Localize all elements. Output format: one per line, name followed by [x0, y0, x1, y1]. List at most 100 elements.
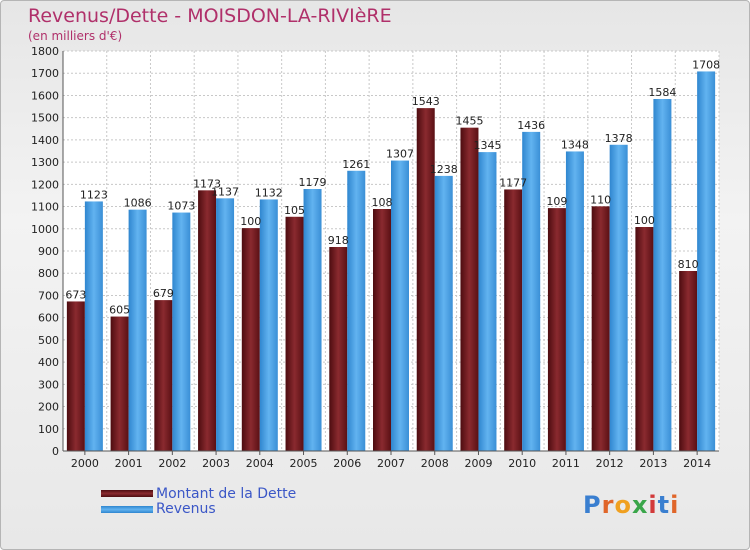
data-label-debt: 109	[546, 195, 567, 208]
bar-revenue-2014	[697, 71, 716, 451]
data-label-debt: 110	[590, 193, 611, 206]
y-tick-label: 1800	[31, 45, 59, 58]
bar-revenue-2010	[522, 131, 541, 451]
bar-revenue-2009	[478, 152, 497, 451]
x-tick-label: 2006	[333, 457, 361, 470]
data-label-revenue: 1348	[561, 138, 589, 151]
data-label-debt: 673	[65, 288, 86, 301]
data-label-debt: 1543	[412, 95, 440, 108]
data-label-debt: 1455	[455, 115, 483, 128]
y-tick-label: 200	[38, 401, 59, 414]
data-label-revenue: 1378	[605, 132, 633, 145]
x-tick-label: 2003	[202, 457, 230, 470]
bar-debt-2001	[110, 316, 129, 451]
bar-debt-2000	[66, 301, 85, 451]
data-label-revenue: 1137	[211, 185, 239, 198]
proxiti-logo: Proxiti	[583, 491, 680, 519]
y-tick-label: 1500	[31, 112, 59, 125]
bar-debt-2006	[329, 247, 348, 451]
y-tick-label: 0	[52, 445, 59, 458]
data-label-revenue: 1436	[517, 119, 545, 132]
legend-swatch-revenue	[101, 506, 153, 513]
bar-debt-2013	[635, 227, 654, 451]
data-label-debt: 918	[328, 234, 349, 247]
x-tick-label: 2014	[683, 457, 711, 470]
x-tick-label: 2005	[290, 457, 318, 470]
data-label-debt: 679	[153, 287, 174, 300]
y-tick-label: 1400	[31, 134, 59, 147]
legend-swatch-debt	[101, 490, 153, 497]
data-label-revenue: 1708	[692, 58, 720, 71]
data-label-revenue: 1132	[255, 186, 283, 199]
data-label-revenue: 1073	[167, 200, 195, 213]
data-label-revenue: 1307	[386, 148, 414, 161]
data-label-debt: 1177	[499, 176, 527, 189]
bar-debt-2012	[591, 206, 610, 451]
bar-debt-2014	[679, 271, 698, 451]
data-label-revenue: 1584	[648, 86, 676, 99]
data-label-revenue: 1261	[342, 158, 370, 171]
bar-revenue-2011	[565, 151, 584, 451]
bar-revenue-2003	[216, 198, 235, 451]
bar-debt-2008	[416, 108, 435, 451]
bar-debt-2002	[154, 300, 173, 451]
bar-revenue-2001	[128, 209, 147, 451]
y-tick-label: 1200	[31, 178, 59, 191]
data-label-revenue: 1123	[80, 188, 108, 201]
bar-debt-2010	[504, 189, 523, 451]
bar-revenue-2008	[434, 175, 453, 451]
chart-title: Revenus/Dette - MOISDON-LA-RIVIèRE	[28, 5, 392, 27]
data-label-debt: 810	[678, 258, 699, 271]
data-label-debt: 100	[240, 215, 261, 228]
data-label-debt: 1173	[193, 177, 221, 190]
data-label-revenue: 1238	[430, 163, 458, 176]
data-label-debt: 605	[109, 304, 130, 317]
bar-revenue-2007	[391, 160, 409, 452]
data-label-debt: 105	[284, 204, 305, 217]
bar-revenue-2013	[653, 99, 672, 451]
y-tick-label: 1600	[31, 89, 59, 102]
bar-debt-2007	[373, 209, 391, 451]
y-tick-label: 100	[38, 423, 59, 436]
data-label-revenue: 1179	[299, 176, 327, 189]
bar-revenue-2000	[84, 201, 103, 451]
data-label-debt: 108	[372, 196, 393, 209]
y-tick-label: 900	[38, 245, 59, 258]
bar-debt-2009	[460, 127, 479, 452]
bar-revenue-2005	[303, 189, 322, 451]
x-tick-label: 2002	[158, 457, 186, 470]
y-tick-label: 800	[38, 267, 59, 280]
x-tick-label: 2008	[421, 457, 449, 470]
bar-revenue-2006	[347, 170, 366, 451]
y-tick-label: 1300	[31, 156, 59, 169]
data-label-revenue: 1345	[473, 139, 501, 152]
bar-revenue-2002	[172, 212, 191, 451]
data-label-debt: 100	[634, 214, 655, 227]
bar-debt-2003	[198, 190, 217, 452]
y-tick-label: 500	[38, 334, 59, 347]
bar-revenue-2004	[259, 199, 278, 451]
y-tick-label: 600	[38, 312, 59, 325]
bar-debt-2011	[547, 208, 566, 451]
bar-debt-2004	[241, 228, 260, 451]
legend-label-debt: Montant de la Dette	[156, 486, 297, 502]
x-tick-label: 2001	[115, 457, 143, 470]
x-tick-label: 2000	[71, 457, 99, 470]
x-tick-label: 2010	[508, 457, 536, 470]
x-tick-label: 2007	[377, 457, 405, 470]
y-tick-label: 700	[38, 289, 59, 302]
x-tick-label: 2012	[596, 457, 624, 470]
y-tick-label: 400	[38, 356, 59, 369]
chart-subtitle: (en milliers d'€)	[28, 29, 123, 43]
bar-debt-2005	[285, 216, 304, 451]
y-tick-label: 300	[38, 378, 59, 391]
y-tick-label: 1100	[31, 201, 59, 214]
legend-label-revenue: Revenus	[156, 501, 216, 517]
y-tick-label: 1700	[31, 67, 59, 80]
x-tick-label: 2013	[639, 457, 667, 470]
y-tick-label: 1000	[31, 223, 59, 236]
x-tick-label: 2004	[246, 457, 274, 470]
x-tick-label: 2011	[552, 457, 580, 470]
